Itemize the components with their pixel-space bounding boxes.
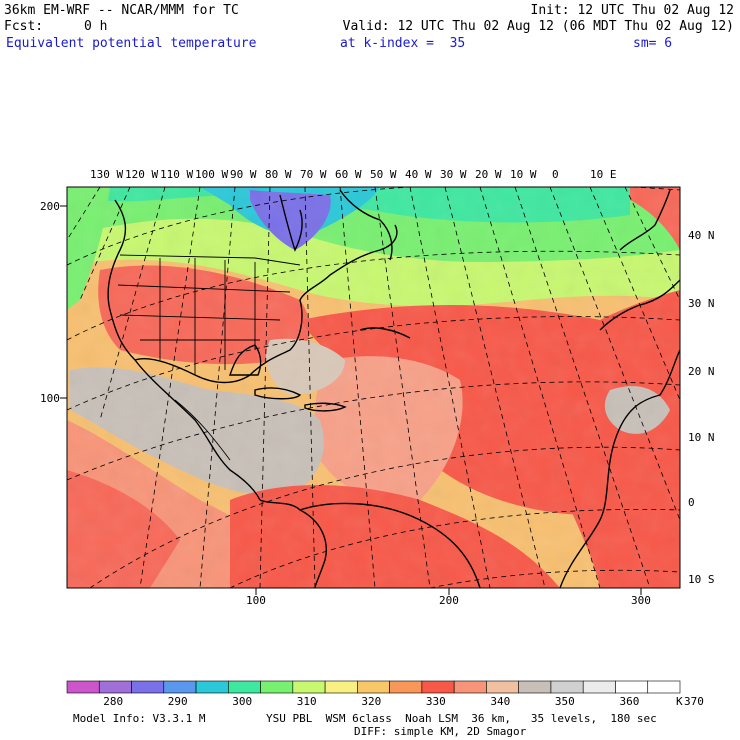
physics-info: YSU PBL WSM 6class Noah LSM 36 km, 35 le…: [266, 712, 657, 725]
colorbar-tick-label: 350: [554, 695, 575, 708]
colorbar-tick-label: 290: [167, 695, 188, 708]
model-info: Model Info: V3.3.1 M: [73, 712, 206, 725]
latitude-label: 30 N: [688, 297, 715, 310]
field-name: Equivalent potential temperature: [6, 36, 257, 51]
colorbar-swatch: [647, 680, 681, 694]
valid-time: Valid: 12 UTC Thu 02 Aug 12 (06 MDT Thu …: [342, 19, 734, 34]
grid-label-x-300: 300: [631, 594, 651, 607]
theta-e-field: [67, 187, 680, 588]
grid-label-x-100: 100: [246, 594, 266, 607]
colorbar-swatch: [389, 680, 423, 694]
latitude-label: 40 N: [688, 229, 715, 242]
longitude-label: 10 W: [510, 168, 537, 181]
level-info: at k-index = 35: [340, 36, 466, 51]
longitude-label: 0: [552, 168, 559, 181]
colorbar-swatch: [518, 680, 552, 694]
latitude-label: 20 N: [688, 365, 715, 378]
map-frame: [66, 186, 681, 589]
longitude-label: 40 W: [405, 168, 432, 181]
colorbar-swatch: [582, 680, 616, 694]
model-title: 36km EM-WRF -- NCAR/MMM for TC: [4, 3, 239, 18]
colorbar-swatch: [453, 680, 487, 694]
colorbar-swatch: [195, 680, 229, 694]
longitude-label: 110 W: [160, 168, 194, 181]
colorbar: [66, 680, 681, 694]
colorbar-swatch: [421, 680, 455, 694]
colorbar-swatch: [228, 680, 261, 694]
longitude-label: 30 W: [440, 168, 467, 181]
longitude-label: 60 W: [335, 168, 362, 181]
colorbar-tick-label: 340: [490, 695, 511, 708]
colorbar-swatch: [98, 680, 132, 694]
grid-label-y-100: 100: [40, 392, 60, 405]
colorbar-swatch: [615, 680, 649, 694]
colorbar-swatch: [292, 680, 326, 694]
colorbar-tick-label: 330: [425, 695, 446, 708]
colorbar-swatch: [66, 680, 100, 694]
smoothing-info: sm= 6: [633, 36, 673, 51]
init-time: Init: 12 UTC Thu 02 Aug 12: [530, 3, 735, 18]
latitude-label: 10 S: [688, 573, 715, 586]
longitude-label: 80 W: [265, 168, 292, 181]
colorbar-swatch: [357, 680, 390, 694]
longitude-label: 100 W: [195, 168, 229, 181]
colorbar-tick-label: 300: [232, 695, 253, 708]
colorbar-swatch: [260, 680, 294, 694]
colorbar-swatch: [550, 680, 584, 694]
latitude-label: 10 N: [688, 431, 715, 444]
colorbar-swatch: [163, 680, 197, 694]
grid-label-x-200: 200: [439, 594, 459, 607]
colorbar-tick-label: 280: [103, 695, 124, 708]
longitude-label: 70 W: [300, 168, 327, 181]
longitude-label: 120 W: [125, 168, 159, 181]
longitude-label: 20 W: [475, 168, 502, 181]
colorbar-swatch: [131, 680, 165, 694]
forecast-label: Fcst:: [4, 19, 44, 34]
latitude-label: 0: [688, 496, 695, 509]
colorbar-unit: K: [676, 695, 683, 708]
longitude-label: 90 W: [230, 168, 257, 181]
colorbar-swatch: [486, 680, 519, 694]
grid-label-y-200: 200: [40, 200, 60, 213]
longitude-label: 10 E: [590, 168, 617, 181]
longitude-label: 50 W: [370, 168, 397, 181]
colorbar-tick-label: 320: [361, 695, 382, 708]
colorbar-tick-label: 310: [296, 695, 317, 708]
forecast-hour: 0 h: [84, 19, 108, 34]
longitude-label: 130 W: [90, 168, 124, 181]
diffusion-info: DIFF: simple KM, 2D Smagor: [354, 725, 527, 738]
colorbar-tick-label: 370: [684, 695, 704, 708]
colorbar-swatch: [324, 680, 358, 694]
colorbar-tick-label: 360: [619, 695, 640, 708]
